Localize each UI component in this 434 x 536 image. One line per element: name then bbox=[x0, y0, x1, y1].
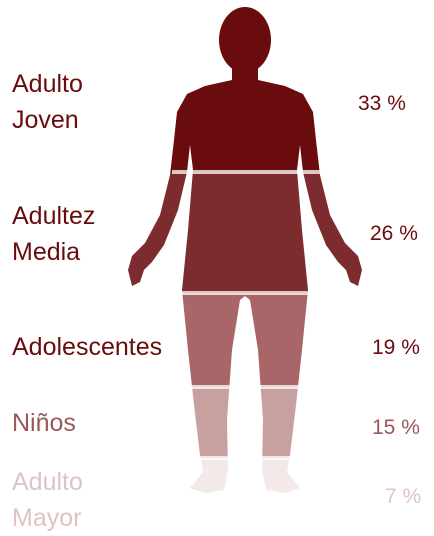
segment-value: 26 % bbox=[370, 222, 418, 245]
dividers bbox=[140, 170, 350, 460]
segment-value: 15 % bbox=[372, 416, 420, 439]
segment-label: Adolescentes bbox=[12, 333, 163, 361]
segment-value: 33 % bbox=[358, 92, 406, 115]
segment-label: Niños bbox=[12, 409, 76, 437]
segment-value: 19 % bbox=[372, 336, 420, 359]
segment-label: Adulto Joven bbox=[12, 70, 83, 134]
segment-label: Adulto Mayor bbox=[12, 468, 83, 532]
segment-value: 7 % bbox=[385, 485, 422, 508]
segment-label: Adultez Media bbox=[12, 202, 96, 266]
